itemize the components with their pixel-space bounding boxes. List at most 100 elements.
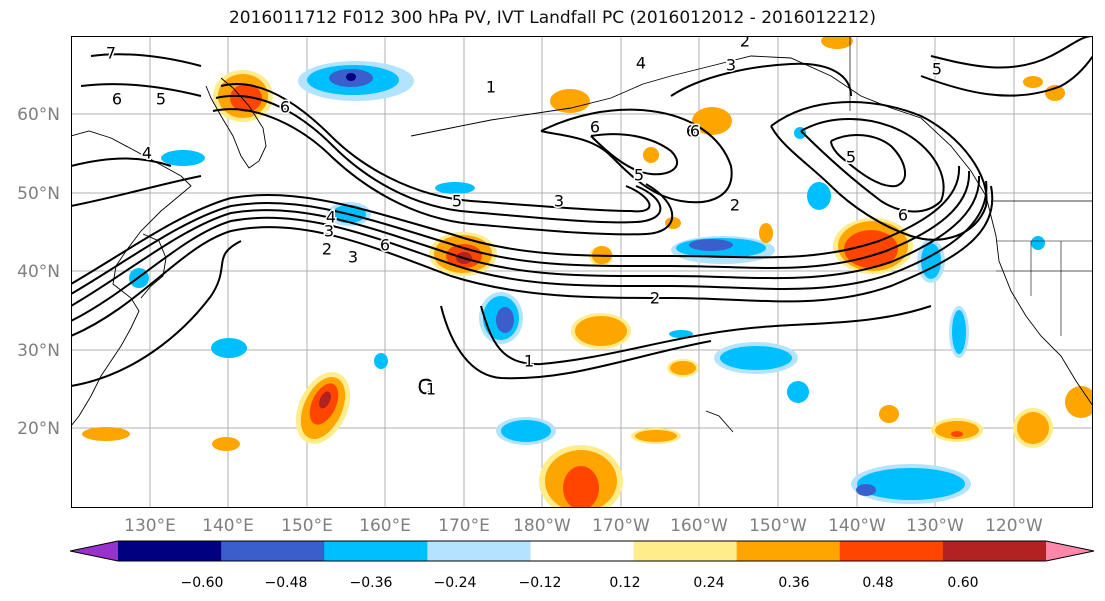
colorbar-tick: 0.36 [778, 575, 809, 591]
colorbar-cells [70, 540, 1095, 562]
contour-kam-3 [212, 108, 674, 236]
contour-ne-corner-2 [920, 55, 1093, 97]
coast-japan [140, 233, 167, 299]
lon-label: 170°E [438, 516, 490, 536]
border-states [996, 240, 1093, 336]
pv-anomaly-positive-165w-sub [571, 313, 631, 349]
contour-ne-corner [930, 36, 1093, 69]
contour-north-loop-2 [590, 133, 679, 176]
contour-north-loop-1 [540, 108, 733, 204]
contour-jet-2 [71, 175, 981, 307]
colorbar-tick: −0.36 [350, 575, 393, 591]
contour-west-2 [71, 175, 202, 207]
lon-label: 150°E [281, 516, 333, 536]
coast-asia [71, 130, 192, 427]
contour-label: 5 [932, 60, 942, 79]
pv-anomaly-positive-160w-sub [667, 359, 699, 377]
pv-anomaly-negative-bering [298, 61, 414, 101]
colorbar-tick: 0.24 [693, 575, 724, 591]
pv-anomaly-positive-130w-sub [931, 418, 983, 442]
colorbar-cell [221, 541, 325, 561]
lat-label: 60°N [17, 105, 60, 125]
colorbar-extend-min [70, 541, 118, 561]
pv-anomaly-positive-140w [833, 218, 913, 274]
contour-kam-1 [220, 83, 651, 213]
colorbar-outline [70, 540, 1095, 562]
contour-label: 6 [898, 206, 908, 225]
contour-south-1 [71, 240, 242, 387]
contour-nw-1 [90, 53, 202, 67]
coast-hawaii [705, 410, 734, 433]
pv-anomaly-positive-170w-subtropics [539, 445, 623, 508]
chart-title: 2016011712 F012 300 hPa PV, IVT Landfall… [228, 8, 876, 28]
colorbar-tick: −0.24 [434, 575, 477, 591]
pv-anomaly-negative-175e-trop [496, 417, 556, 445]
colorbar-cell [839, 541, 944, 561]
contour-label: 4 [636, 54, 646, 73]
contour-label: 6 [690, 122, 700, 141]
contour-ak-low-3 [830, 134, 906, 188]
coast-aleutians [410, 83, 644, 137]
lon-label: 120°W [985, 516, 1043, 536]
contour-jet-outer [71, 185, 994, 337]
contour-label: 5 [846, 148, 856, 167]
colorbar-tick: 0.12 [609, 575, 640, 591]
contour-label: 6 [380, 236, 390, 255]
lat-label: 40°N [17, 262, 60, 282]
contour-jet-1 [71, 180, 988, 322]
coastlines [71, 36, 1093, 433]
contour-kam-2 [215, 95, 662, 224]
contour-label: 6 [280, 98, 290, 117]
colorbar-tick-labels: −0.60 −0.48 −0.36 −0.24 −0.12 0.12 0.24 … [181, 575, 979, 591]
contour-label: 6 [590, 118, 600, 137]
pv-anomaly-positive-120w-sub [1013, 408, 1053, 448]
colorbar-cell [530, 541, 635, 561]
pv-anomaly-positive-170w-trop [631, 428, 681, 444]
coast-kamchatka [205, 77, 267, 169]
colorbar-tick: 0.60 [947, 575, 978, 591]
contour-label: 1 [426, 380, 436, 399]
contour-label: 7 [106, 44, 116, 63]
contour-ak-low-2 [800, 118, 945, 213]
lon-label: 160°W [670, 516, 728, 536]
lon-label: 140°W [828, 516, 886, 536]
contour-label: 1 [524, 352, 534, 371]
latitude-labels: 60°N 50°N 40°N 30°N 20°N [17, 105, 60, 439]
contour-label: 2 [650, 289, 660, 308]
contour-label: 3 [726, 56, 736, 75]
colorbar-tick: −0.48 [265, 575, 308, 591]
pv-anomaly-positive-150e-subtropics [295, 372, 351, 444]
contour-ak-low-1 [770, 101, 988, 241]
colorbar-cell [942, 541, 1047, 561]
contour-label: 2 [322, 240, 332, 259]
contour-label: 5 [156, 90, 166, 109]
coast-na-west [990, 215, 1093, 407]
contour-label: 3 [324, 222, 334, 241]
lon-label: 170°W [592, 516, 650, 536]
lon-label: 130°E [124, 516, 176, 536]
coast-alaska [642, 55, 992, 217]
lat-label: 50°N [17, 184, 60, 204]
pv-anomaly-negative-155w-sub [714, 342, 798, 374]
colorbar: −0.60 −0.48 −0.36 −0.24 −0.12 0.12 0.24 … [70, 540, 1095, 591]
contour-south-3 [440, 305, 712, 380]
lat-label: 20°N [17, 419, 60, 439]
contour-nw-2 [80, 83, 202, 97]
contour-label: 5 [634, 166, 644, 185]
lon-label: 150°W [749, 516, 807, 536]
contour-west-1 [71, 157, 172, 167]
contour-jet-3 [71, 170, 971, 295]
contour-label: 1 [486, 78, 496, 97]
contour-jet-4 [71, 165, 961, 285]
ivt-contours [71, 36, 1093, 395]
contour-label: 6 [112, 90, 122, 109]
pv-anomaly-negative-135w-trop [851, 464, 971, 504]
contour-south-2 [480, 305, 932, 366]
contour-label: 3 [554, 192, 564, 211]
colorbar-tick: −0.12 [519, 575, 562, 591]
colorbar-cell [118, 541, 222, 561]
contour-label: 3 [348, 248, 358, 267]
lon-label: 180°W [513, 516, 571, 536]
